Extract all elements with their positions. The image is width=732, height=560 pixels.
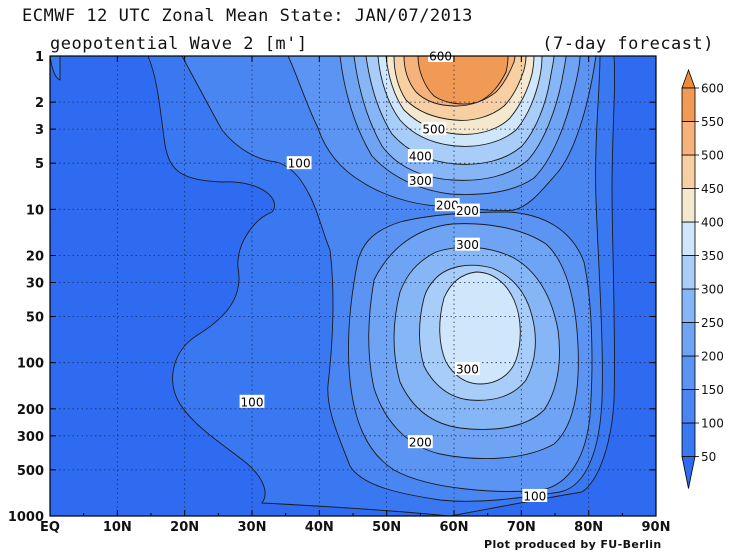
- x-tick-label: 10N: [103, 520, 132, 535]
- colorbar-swatch: [681, 87, 696, 122]
- y-axis: 1 2 3 5 10 20 30 50 100 200 300 500 1000: [8, 50, 656, 525]
- y-tick-label: 300: [17, 430, 44, 445]
- colorbar-label: 350: [701, 249, 724, 263]
- x-tick-label: 70N: [507, 520, 536, 535]
- x-tick-label: 30N: [238, 520, 267, 535]
- y-tick-label: 1000: [8, 510, 44, 525]
- contour-label: 300: [456, 238, 479, 252]
- colorbar-label: 450: [701, 182, 724, 196]
- colorbar-swatch: [681, 355, 696, 390]
- y-tick-label: 500: [17, 464, 44, 479]
- contour-label: 300: [456, 363, 479, 377]
- forecast-label: (7-day forecast): [542, 34, 714, 54]
- contour-label-bg: [434, 198, 460, 212]
- colorbar-swatch: [681, 154, 696, 189]
- y-tick-label: 200: [17, 403, 44, 418]
- colorbar-swatch: [681, 255, 696, 290]
- colorbar-swatch: [681, 288, 696, 323]
- colorbar-label: 250: [701, 316, 724, 330]
- colorbar: 50 100 150 200 250 300 350 400 450 500 550 600: [681, 68, 724, 489]
- contour-label-bg: [421, 122, 447, 136]
- y-tick-label: 50: [26, 311, 44, 326]
- colorbar-high-arrow: [681, 68, 696, 89]
- contour-label-bg: [286, 156, 312, 170]
- contour-label: 300: [409, 174, 432, 188]
- colorbar-swatch: [681, 322, 696, 357]
- x-tick-label: 50N: [372, 520, 401, 535]
- chart-title: ECMWF 12 UTC Zonal Mean State: JAN/07/20…: [22, 6, 473, 26]
- x-axis: EQ 10N 20N 30N 40N 50N 60N 70N 80N 90N: [40, 56, 670, 535]
- chart-subtitle: geopotential Wave 2 [m']: [50, 34, 308, 54]
- colorbar-label: 600: [701, 82, 724, 96]
- contour-label-bg: [407, 173, 433, 187]
- credit-label: Plot produced by FU-Berlin: [484, 538, 662, 551]
- colorbar-label: 50: [701, 450, 716, 464]
- contour-label: 500: [422, 123, 445, 137]
- colorbar-swatch: [681, 221, 696, 256]
- x-tick-label: 90N: [642, 520, 671, 535]
- y-tick-label: 20: [26, 249, 44, 264]
- contour-label-bg: [455, 237, 480, 251]
- y-tick-label: 5: [35, 157, 44, 172]
- colorbar-low-arrow: [681, 456, 696, 489]
- y-tick-label: 3: [35, 123, 44, 138]
- contour-label-bg: [407, 435, 433, 449]
- colorbar-label: 150: [701, 383, 724, 397]
- contour-label: 100: [288, 157, 311, 171]
- contour-label: 200: [436, 199, 459, 213]
- x-tick-label: 20N: [170, 520, 199, 535]
- y-tick-label: 10: [26, 203, 44, 218]
- contour-label-bg: [407, 149, 433, 163]
- x-tick-label: 80N: [574, 520, 603, 535]
- colorbar-label: 200: [701, 350, 724, 364]
- field-edge-strip: [640, 56, 656, 516]
- colorbar-swatch: [681, 121, 696, 156]
- colorbar-label: 100: [701, 417, 724, 431]
- y-tick-label: 1: [35, 50, 44, 65]
- y-tick-label: 2: [35, 96, 44, 111]
- colorbar-label: 550: [701, 115, 724, 129]
- colorbar-label: 400: [701, 216, 724, 230]
- x-tick-label: EQ: [40, 520, 60, 535]
- grid-lines: [50, 56, 656, 516]
- colorbar-swatch: [681, 422, 696, 457]
- x-tick-label: 40N: [305, 520, 334, 535]
- y-tick-label: 30: [26, 276, 44, 291]
- colorbar-swatch: [681, 389, 696, 424]
- x-tick-label: 60N: [440, 520, 469, 535]
- colorbar-swatch: [681, 188, 696, 223]
- contour-label-bg: [455, 203, 480, 217]
- contour-label-bg: [455, 362, 480, 376]
- contour-label: 100: [241, 395, 264, 409]
- contour-field: [50, 56, 656, 516]
- contour-label-bg: [522, 488, 548, 502]
- contour-label: 200: [409, 436, 432, 450]
- contour-band-100-b: [50, 56, 61, 81]
- colorbar-label: 500: [701, 149, 724, 163]
- contour-label: 100: [523, 489, 546, 503]
- colorbar-label: 300: [701, 283, 724, 297]
- contour-band-400: [377, 56, 543, 385]
- y-tick-label: 100: [17, 357, 44, 372]
- contour-label: 400: [409, 150, 432, 164]
- contour-label: 200: [456, 204, 479, 218]
- contour-label-bg: [239, 394, 265, 408]
